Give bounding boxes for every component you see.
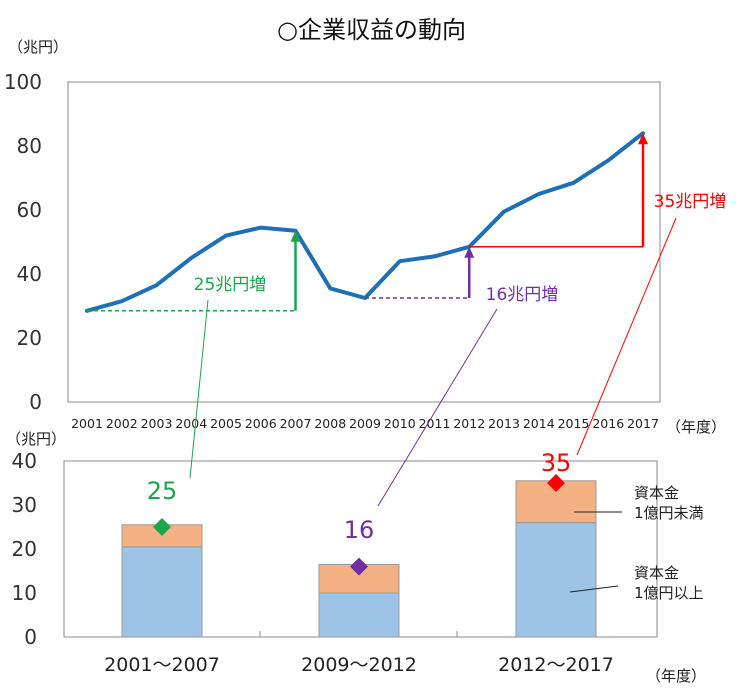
line-x-tick-label: 2004	[175, 416, 207, 431]
annotation-label: 35兆円増	[654, 192, 727, 212]
line-x-tick-label: 2010	[384, 416, 416, 431]
bar-category-label: 2012～2017	[498, 654, 614, 676]
line-x-tick-label: 2009	[349, 416, 381, 431]
legend-label-line: 資本金	[634, 564, 679, 582]
line-x-tick-label: 2013	[488, 416, 520, 431]
line-x-tick-label: 2005	[210, 416, 242, 431]
annotation-label: 25兆円増	[194, 275, 267, 295]
chart-title: ○企業収益の動向	[277, 16, 466, 44]
legend-label-line: 1億円未満	[634, 504, 704, 522]
line-plot-frame	[67, 81, 661, 403]
annotation-arrow-head	[290, 230, 301, 242]
annotation-arrow-head	[464, 246, 475, 258]
line-x-tick-label: 2007	[280, 416, 312, 431]
bar-segment-large-capital	[121, 546, 203, 638]
total-diamond-marker	[547, 474, 565, 492]
marker-value-label: 35	[541, 449, 572, 477]
line-y-tick-label: 40	[17, 262, 42, 286]
bar-y-tick-label: 10	[12, 581, 37, 605]
legend-label-line: 1億円以上	[634, 584, 704, 602]
line-y-tick-label: 60	[17, 198, 42, 222]
line-x-tick-label: 2014	[523, 416, 555, 431]
bar-segment-large-capital	[515, 522, 597, 638]
bar-y-axis-unit: （兆円）	[6, 430, 66, 448]
bar-y-tick-label: 30	[12, 493, 37, 517]
bar-y-tick-label: 40	[12, 449, 37, 473]
line-x-tick-label: 2017	[627, 416, 659, 431]
line-x-tick-label: 2008	[314, 416, 346, 431]
legend-label-large-capital: 資本金 1億円以上	[634, 564, 704, 602]
marker-value-label: 25	[147, 477, 178, 505]
series-line-corporate-profits	[85, 131, 645, 313]
total-diamond-marker	[153, 518, 171, 536]
annotation-label: 16兆円増	[486, 285, 559, 305]
total-diamond-marker	[350, 557, 368, 576]
line-x-tick-label: 2016	[592, 416, 624, 431]
line-x-tick-label: 2001	[71, 416, 103, 431]
line-x-tick-label: 2015	[558, 416, 590, 431]
line-x-tick-label: 2011	[419, 416, 451, 431]
line-x-tick-label: 2012	[453, 416, 485, 431]
bar-x-axis-unit: （年度）	[646, 667, 706, 685]
legend-label-small-capital: 資本金 1億円未満	[634, 484, 704, 522]
bar-category-label: 2009～2012	[301, 654, 417, 676]
connector-line	[189, 299, 209, 479]
line-y-tick-label: 100	[4, 70, 42, 94]
connector-line	[377, 308, 498, 507]
marker-value-label: 16	[344, 516, 375, 544]
bar-y-tick-label: 0	[24, 625, 37, 649]
legend-leader-line	[569, 585, 619, 593]
bar-y-tick-label: 20	[12, 537, 37, 561]
line-chart: 0 20 40 60 80 100 （兆円） 2001 2002 2003 2004 2005 2006…	[4, 38, 727, 436]
bar-category-label: 2001～2007	[104, 654, 220, 676]
line-x-tick-label: 2003	[141, 416, 173, 431]
legend-label-line: 資本金	[634, 484, 679, 502]
line-x-tick-label: 2006	[245, 416, 277, 431]
line-x-axis-unit: （年度）	[666, 418, 726, 436]
line-x-tick-label: 2002	[106, 416, 138, 431]
line-y-tick-label: 80	[17, 134, 42, 158]
line-y-axis-unit: （兆円）	[8, 38, 68, 56]
annotation-arrow-head	[638, 133, 648, 145]
line-y-tick-label: 20	[17, 326, 42, 350]
line-y-tick-label: 0	[29, 390, 42, 414]
connector-line	[576, 217, 677, 456]
bar-segment-large-capital	[318, 592, 400, 638]
